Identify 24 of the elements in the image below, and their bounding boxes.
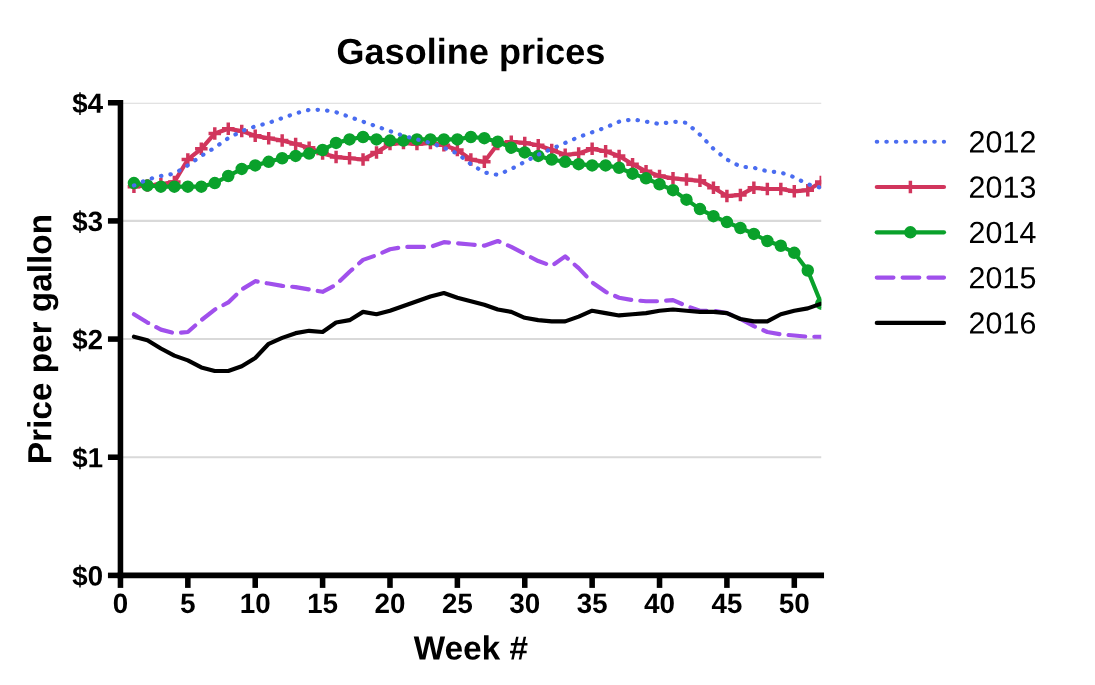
- x-tick-label: 0: [113, 593, 128, 614]
- y-tick-label: $1: [72, 446, 103, 470]
- x-tick-label: 40: [644, 593, 674, 614]
- x-axis-title: Week #: [413, 635, 528, 660]
- x-tick-label: 5: [180, 593, 195, 614]
- y-tick-label: $4: [72, 92, 103, 115]
- legend-label: 2013: [969, 176, 1036, 199]
- y-axis-title: Price per gallon: [27, 216, 59, 462]
- y-tick-label: $3: [72, 210, 103, 234]
- x-tick-label: 25: [442, 593, 473, 614]
- legend-label: 2014: [969, 221, 1036, 244]
- x-tick-label: 45: [711, 593, 742, 614]
- x-tick-label: 20: [375, 593, 405, 614]
- legend-label: 2016: [969, 312, 1036, 334]
- x-tick-label: 30: [509, 593, 540, 614]
- chart-title: Gasoline prices: [337, 37, 604, 72]
- y-tick-label: $0: [72, 564, 102, 588]
- x-tick-label: 35: [577, 593, 607, 614]
- y-tick-label: $2: [72, 328, 102, 352]
- x-tick-label: 10: [241, 593, 270, 614]
- legend-label: 2015: [969, 266, 1036, 289]
- x-tick-label: 15: [308, 593, 338, 614]
- legend-label: 2012: [969, 131, 1035, 153]
- x-tick-label: 50: [779, 593, 809, 614]
